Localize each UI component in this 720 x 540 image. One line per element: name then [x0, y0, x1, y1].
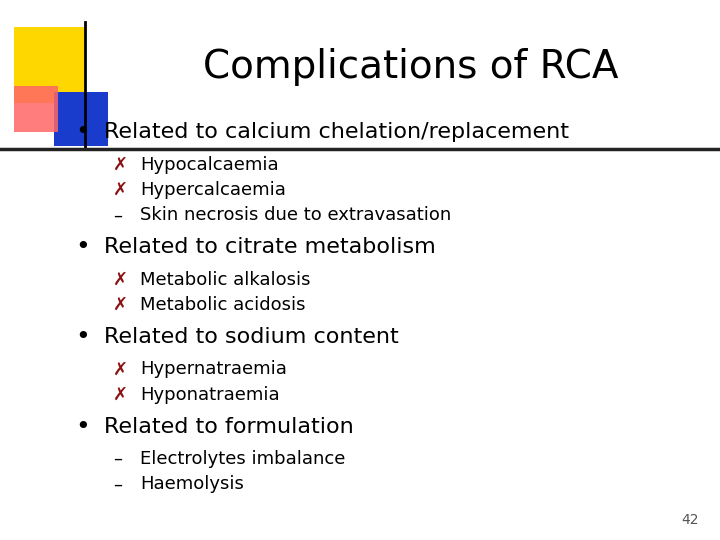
Text: –: –	[113, 206, 122, 225]
Text: ✗: ✗	[113, 296, 128, 314]
Text: Hyponatraemia: Hyponatraemia	[140, 386, 280, 404]
Bar	[14, 86, 58, 132]
Text: 42: 42	[681, 512, 698, 526]
Text: •: •	[76, 325, 90, 349]
Text: Hypercalcaemia: Hypercalcaemia	[140, 181, 287, 199]
Text: Related to citrate metabolism: Related to citrate metabolism	[104, 237, 436, 258]
Text: Electrolytes imbalance: Electrolytes imbalance	[140, 450, 346, 468]
Text: •: •	[76, 235, 90, 259]
Text: •: •	[76, 120, 90, 144]
Text: •: •	[76, 415, 90, 438]
Text: Related to calcium chelation/replacement: Related to calcium chelation/replacement	[104, 122, 570, 143]
Text: Hypernatraemia: Hypernatraemia	[140, 360, 287, 379]
Text: Haemolysis: Haemolysis	[140, 475, 244, 494]
Text: ✗: ✗	[113, 271, 128, 289]
Text: ✗: ✗	[113, 386, 128, 404]
Bar	[14, 27, 86, 103]
Text: Hypocalcaemia: Hypocalcaemia	[140, 156, 279, 174]
Text: Metabolic alkalosis: Metabolic alkalosis	[140, 271, 311, 289]
Text: –: –	[113, 475, 122, 494]
Text: Metabolic acidosis: Metabolic acidosis	[140, 296, 306, 314]
Text: Related to sodium content: Related to sodium content	[104, 327, 399, 347]
Text: Skin necrosis due to extravasation: Skin necrosis due to extravasation	[140, 206, 451, 225]
Text: ✗: ✗	[113, 181, 128, 199]
Bar	[54, 92, 108, 146]
Text: –: –	[113, 450, 122, 468]
Text: ✗: ✗	[113, 360, 128, 379]
Text: Related to formulation: Related to formulation	[104, 416, 354, 437]
Text: Complications of RCA: Complications of RCA	[202, 49, 618, 86]
Text: ✗: ✗	[113, 156, 128, 174]
